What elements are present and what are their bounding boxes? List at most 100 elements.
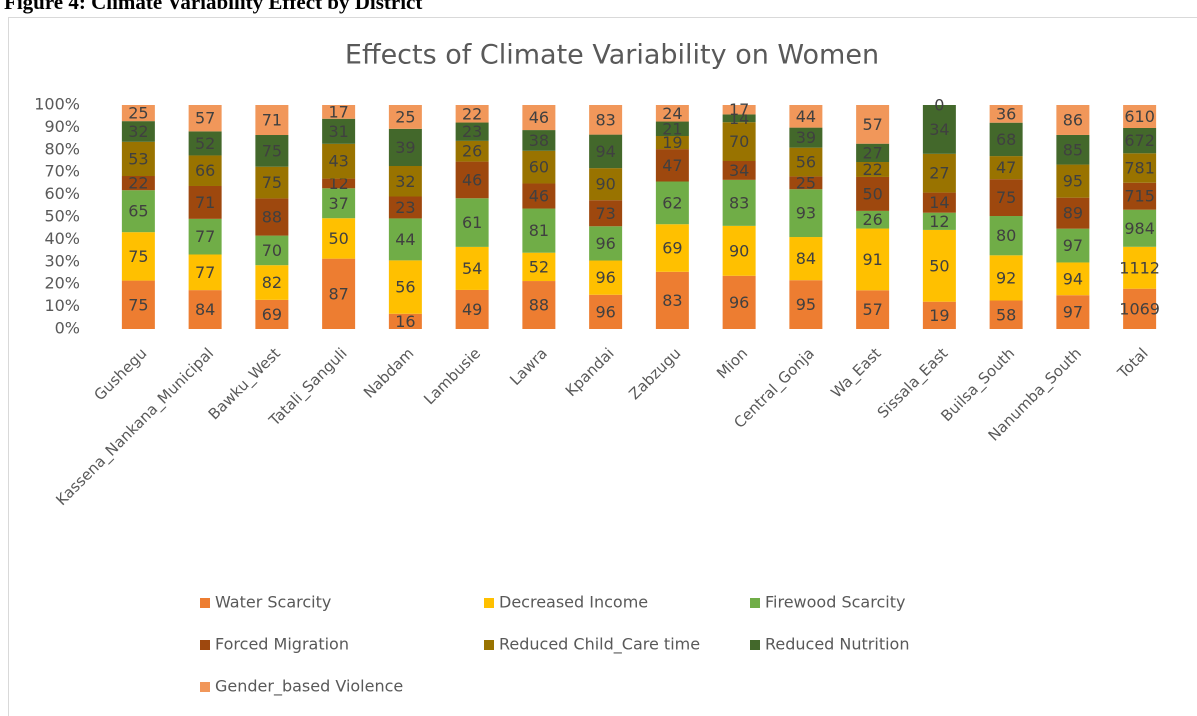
data-label: 50: [929, 256, 949, 275]
bar-segment: [255, 265, 289, 300]
bar-segment: [922, 229, 956, 302]
data-label: 88: [262, 208, 282, 227]
bar-segment: [789, 105, 823, 128]
bar-segment: [188, 155, 222, 186]
data-label: 94: [1063, 269, 1083, 288]
data-label: 36: [996, 104, 1016, 123]
y-tick-label: 80%: [44, 139, 80, 158]
bar-segment: [255, 105, 289, 136]
bar-segment: [989, 156, 1023, 180]
data-label: 83: [662, 291, 682, 310]
bar-segment: [1056, 262, 1090, 296]
data-label: 12: [328, 174, 348, 193]
data-label: 89: [1063, 204, 1083, 223]
bar-segment: [1123, 182, 1157, 210]
bar-segment: [388, 166, 422, 197]
bar-segment: [722, 122, 756, 161]
legend-label: Reduced Child_Care time: [499, 635, 700, 655]
data-label: 26: [462, 142, 482, 161]
bar-segment: [455, 198, 489, 247]
data-label: 69: [662, 239, 682, 258]
data-label: 22: [862, 160, 882, 179]
bar-segment: [388, 128, 422, 167]
data-label: 77: [195, 263, 215, 282]
y-tick-label: 30%: [44, 251, 80, 270]
data-label: 52: [195, 134, 215, 153]
bar-segment: [1056, 197, 1090, 229]
bar-segment: [255, 135, 289, 167]
bar-segment: [655, 224, 689, 272]
bar-segment: [789, 237, 823, 281]
data-label: 88: [529, 296, 549, 315]
data-label: 53: [128, 149, 148, 168]
legend-swatch: [484, 640, 494, 650]
y-tick-label: 40%: [44, 229, 80, 248]
bar-segment: [589, 260, 623, 295]
legend-swatch: [750, 598, 760, 608]
data-label: 84: [195, 300, 215, 319]
data-label: 97: [1063, 303, 1083, 322]
data-label: 65: [128, 202, 148, 221]
data-label: 47: [662, 156, 682, 175]
data-label: 70: [729, 132, 749, 151]
bar-segment: [922, 301, 956, 329]
x-tick-label: Mion: [713, 344, 751, 382]
data-label: 672: [1124, 131, 1155, 150]
y-tick-label: 50%: [44, 207, 80, 226]
data-label: 24: [662, 104, 682, 123]
bar-segment: [589, 105, 623, 135]
data-label: 22: [128, 174, 148, 193]
data-label: 96: [595, 268, 615, 287]
data-label: 34: [929, 120, 949, 139]
data-label: 17: [729, 100, 749, 119]
data-label: 32: [128, 122, 148, 141]
bar-segment: [455, 122, 489, 141]
legend-label: Firewood Scarcity: [765, 593, 905, 612]
bar-segment: [522, 208, 556, 253]
bar-segment: [856, 228, 890, 291]
bar-segment: [989, 105, 1023, 123]
y-tick-label: 0%: [55, 319, 80, 338]
data-label: 21: [662, 119, 682, 138]
data-label: 27: [862, 143, 882, 162]
bar-segment: [722, 114, 756, 123]
bar-segment: [989, 179, 1023, 217]
data-label: 37: [328, 194, 348, 213]
data-label: 17: [328, 102, 348, 121]
data-label: 27: [929, 164, 949, 183]
bar-segment: [856, 290, 890, 329]
data-label: 85: [1063, 140, 1083, 159]
bar-segment: [322, 188, 356, 219]
figure-caption: Figure 4: Climate Variability Effect by …: [4, 0, 422, 14]
bar-segment: [922, 212, 956, 230]
bar-segment: [722, 179, 756, 226]
legend-label: Decreased Income: [499, 593, 648, 612]
y-tick-label: 90%: [44, 117, 80, 136]
bar-segment: [589, 168, 623, 201]
bar-segment: [1123, 246, 1157, 289]
bar-segment: [388, 260, 422, 314]
data-label: 68: [996, 130, 1016, 149]
data-label: 23: [395, 198, 415, 217]
bar-segment: [655, 149, 689, 182]
bar-segment: [856, 210, 890, 229]
bar-segment: [522, 150, 556, 184]
bar-segment: [322, 218, 356, 259]
chart-title: Effects of Climate Variability on Women: [345, 40, 879, 71]
data-label: 92: [996, 268, 1016, 287]
bar-segment: [989, 300, 1023, 329]
bar-segment: [121, 141, 155, 177]
bar-segment: [1123, 153, 1157, 183]
bar-segment: [188, 218, 222, 255]
bar-segment: [522, 281, 556, 329]
data-label: 75: [128, 295, 148, 314]
data-label: 96: [595, 234, 615, 253]
bar-segment: [388, 196, 422, 219]
data-label: 31: [328, 122, 348, 141]
legend-label: Reduced Nutrition: [765, 635, 909, 654]
data-label: 39: [395, 138, 415, 157]
bar-segment: [455, 289, 489, 329]
bar-segment: [522, 183, 556, 209]
data-label: 25: [796, 173, 816, 192]
